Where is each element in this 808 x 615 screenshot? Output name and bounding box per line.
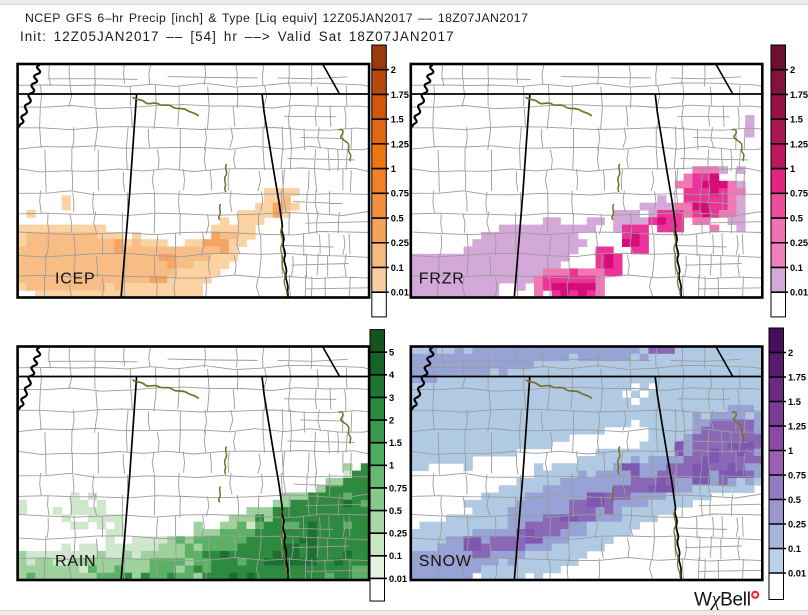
svg-text:1.25: 1.25 [790, 139, 808, 149]
svg-text:FRZR: FRZR [419, 271, 465, 288]
svg-text:0.01: 0.01 [389, 574, 407, 584]
svg-text:1.25: 1.25 [788, 421, 806, 431]
svg-text:1.5: 1.5 [788, 397, 801, 407]
svg-text:SNOW: SNOW [419, 553, 472, 570]
svg-text:2: 2 [389, 415, 394, 425]
svg-text:1: 1 [790, 164, 795, 174]
svg-text:0.1: 0.1 [790, 263, 803, 273]
svg-text:0.1: 0.1 [389, 551, 402, 561]
svg-text:0.01: 0.01 [391, 288, 409, 298]
svg-text:0.25: 0.25 [790, 238, 808, 248]
svg-text:0.5: 0.5 [391, 213, 404, 223]
svg-text:RAIN: RAIN [55, 553, 96, 570]
svg-text:0.1: 0.1 [788, 544, 801, 554]
svg-text:0.01: 0.01 [788, 568, 806, 578]
svg-text:0.75: 0.75 [788, 470, 806, 480]
svg-text:1.5: 1.5 [389, 438, 402, 448]
svg-text:1.25: 1.25 [391, 139, 409, 149]
svg-text:1: 1 [389, 461, 394, 471]
svg-text:1.5: 1.5 [790, 115, 803, 125]
svg-text:4: 4 [389, 370, 395, 380]
svg-text:0.75: 0.75 [391, 189, 409, 199]
svg-text:WχBell: WχBell [694, 589, 751, 611]
svg-text:0.25: 0.25 [788, 519, 806, 529]
svg-text:0.75: 0.75 [389, 483, 407, 493]
svg-text:2: 2 [391, 65, 396, 75]
svg-text:0.25: 0.25 [391, 238, 409, 248]
svg-text:0.5: 0.5 [790, 213, 803, 223]
svg-text:0.1: 0.1 [391, 263, 404, 273]
svg-text:3: 3 [389, 393, 394, 403]
svg-text:0.01: 0.01 [790, 288, 808, 298]
svg-text:ICEP: ICEP [55, 271, 96, 288]
svg-text:0.75: 0.75 [790, 189, 808, 199]
svg-text:1: 1 [788, 446, 793, 456]
svg-text:0.5: 0.5 [389, 506, 402, 516]
svg-text:5: 5 [389, 348, 394, 358]
svg-text:1.75: 1.75 [788, 372, 806, 382]
svg-text:1.5: 1.5 [391, 115, 404, 125]
svg-text:2: 2 [788, 348, 793, 358]
svg-text:2: 2 [790, 65, 795, 75]
svg-text:1.75: 1.75 [391, 90, 409, 100]
svg-text:0.25: 0.25 [389, 529, 407, 539]
svg-text:1: 1 [391, 164, 396, 174]
svg-text:0.5: 0.5 [788, 495, 801, 505]
svg-text:1.75: 1.75 [790, 90, 808, 100]
